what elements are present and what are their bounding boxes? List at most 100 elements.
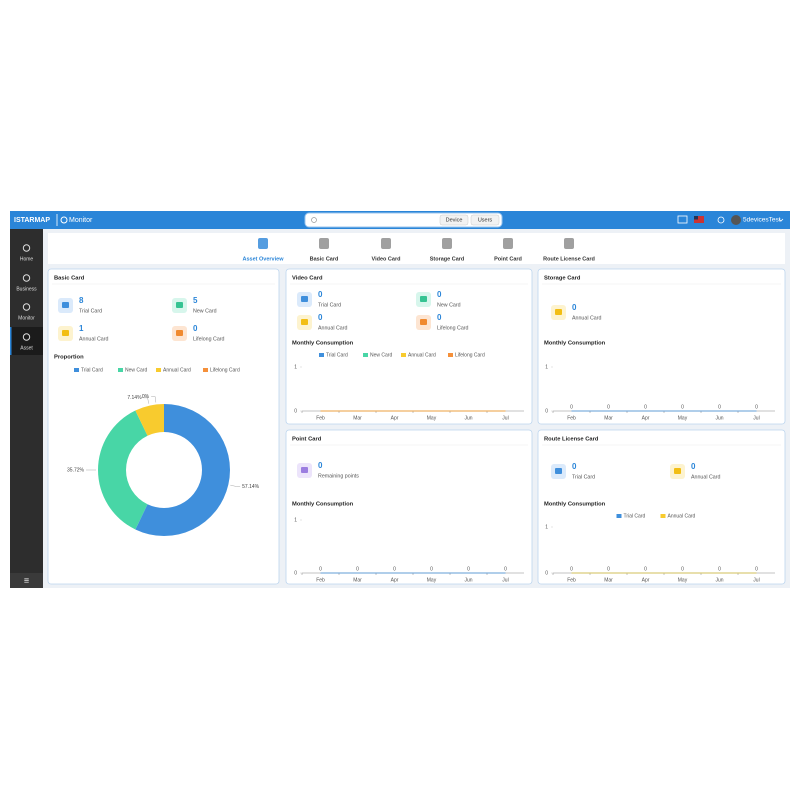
message-icon[interactable] bbox=[677, 215, 688, 224]
item-value: 0 bbox=[318, 313, 323, 322]
value-label: 0 bbox=[644, 566, 647, 572]
item-icon bbox=[674, 468, 681, 474]
legend-label: Trial Card bbox=[624, 513, 646, 519]
legend-label: New Card bbox=[370, 352, 392, 358]
tab-icon[interactable] bbox=[258, 238, 268, 249]
y-tick-label: 0 bbox=[545, 570, 548, 576]
legend-swatch bbox=[660, 514, 666, 518]
tab-label: Asset Overview bbox=[243, 256, 285, 262]
value-label: 0 bbox=[755, 566, 758, 572]
sidebar-icon[interactable] bbox=[22, 303, 31, 311]
flag-icon[interactable] bbox=[694, 216, 704, 223]
sidebar-icon[interactable] bbox=[22, 244, 31, 252]
x-tick-label: May bbox=[427, 415, 437, 421]
item-label: Remaining points bbox=[318, 473, 359, 479]
panel bbox=[537, 429, 786, 585]
device-button[interactable] bbox=[439, 214, 469, 226]
legend-label: Annual Card bbox=[668, 513, 696, 519]
item-value: 0 bbox=[437, 290, 442, 299]
user-name[interactable]: 5devicesTest bbox=[743, 217, 781, 224]
legend-swatch bbox=[448, 353, 453, 357]
legend-swatch bbox=[118, 368, 123, 372]
item-label: Annual Card bbox=[79, 336, 108, 342]
label-leader bbox=[230, 484, 241, 487]
sidebar-label: Business bbox=[16, 286, 37, 292]
item-icon bbox=[301, 319, 308, 325]
label-leader bbox=[143, 397, 150, 404]
item-icon bbox=[176, 302, 183, 308]
pie-value-label: 57.14% bbox=[242, 484, 260, 490]
legend-swatch bbox=[74, 368, 79, 372]
item-value: 0 bbox=[691, 462, 696, 471]
x-tick-label: Mar bbox=[353, 415, 362, 421]
panel bbox=[285, 268, 533, 425]
sidebar-label: Asset bbox=[20, 345, 33, 351]
x-tick-label: Jul bbox=[753, 415, 759, 421]
value-label: 0 bbox=[570, 566, 573, 572]
y-tick-label: 0 bbox=[294, 570, 297, 576]
x-tick-label: May bbox=[678, 415, 688, 421]
value-label: 0 bbox=[718, 566, 721, 572]
tab-icon[interactable] bbox=[381, 238, 391, 249]
item-value: 0 bbox=[318, 461, 323, 470]
item-value: 8 bbox=[79, 296, 84, 305]
legend-label: Lifelong Card bbox=[455, 352, 485, 358]
item-value: 0 bbox=[572, 303, 577, 312]
label-leader bbox=[151, 396, 157, 403]
avatar[interactable] bbox=[731, 215, 741, 225]
y-tick-label: 0 bbox=[545, 408, 548, 414]
tab-label: Route License Card bbox=[543, 256, 595, 262]
pie-slice bbox=[135, 404, 164, 436]
value-label: 0 bbox=[570, 404, 573, 410]
x-tick-label: Feb bbox=[316, 577, 325, 583]
value-label: 0 bbox=[504, 566, 507, 572]
panel-title: Video Card bbox=[292, 276, 323, 282]
legend-label: Trial Card bbox=[81, 367, 103, 373]
x-tick-label: Jun bbox=[464, 415, 472, 421]
sidebar-icon[interactable] bbox=[22, 274, 31, 282]
item-label: Annual Card bbox=[691, 474, 720, 480]
item-label: Trial Card bbox=[572, 474, 595, 480]
x-tick-label: Mar bbox=[604, 415, 613, 421]
tab-icon[interactable] bbox=[503, 238, 513, 249]
chart-title: Monthly Consumption bbox=[292, 502, 354, 508]
item-value: 0 bbox=[437, 313, 442, 322]
tab-bar bbox=[48, 233, 785, 264]
item-label: Trial Card bbox=[79, 308, 102, 314]
panel-title: Basic Card bbox=[54, 276, 85, 282]
value-label: 0 bbox=[393, 566, 396, 572]
item-icon bbox=[176, 330, 183, 336]
x-tick-label: Mar bbox=[353, 577, 362, 583]
chart-title: Monthly Consumption bbox=[544, 341, 606, 347]
legend-label: Annual Card bbox=[163, 367, 191, 373]
item-icon bbox=[555, 309, 562, 315]
x-tick-label: Jun bbox=[715, 577, 723, 583]
sidebar-label: Home bbox=[20, 256, 34, 262]
legend-swatch bbox=[616, 514, 622, 518]
chart-title: Proportion bbox=[54, 355, 84, 361]
tab-label: Basic Card bbox=[310, 256, 339, 262]
legend-label: Lifelong Card bbox=[210, 367, 240, 373]
sidebar-label: Monitor bbox=[18, 315, 35, 321]
item-icon bbox=[62, 302, 69, 308]
item-icon bbox=[301, 296, 308, 302]
x-tick-label: Mar bbox=[604, 577, 613, 583]
menu-toggle[interactable]: ≡ bbox=[24, 575, 29, 585]
x-tick-label: Jul bbox=[502, 577, 508, 583]
panel bbox=[537, 268, 786, 425]
chart-title: Monthly Consumption bbox=[544, 502, 606, 508]
tab-label: Point Card bbox=[494, 256, 522, 262]
item-value: 1 bbox=[79, 324, 84, 333]
sidebar-active-bar bbox=[10, 327, 12, 355]
tab-icon[interactable] bbox=[564, 238, 574, 249]
panel-title: Route License Card bbox=[544, 437, 599, 443]
item-icon bbox=[301, 467, 308, 473]
globe-icon[interactable] bbox=[717, 216, 725, 224]
legend-label: New Card bbox=[125, 367, 147, 373]
tab-icon[interactable] bbox=[319, 238, 329, 249]
sidebar-icon[interactable] bbox=[22, 333, 31, 341]
users-button[interactable] bbox=[470, 214, 500, 226]
tab-icon[interactable] bbox=[442, 238, 452, 249]
tab-label: Storage Card bbox=[430, 256, 465, 262]
